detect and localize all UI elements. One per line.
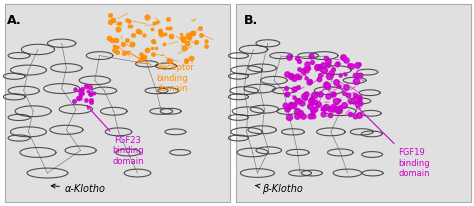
Text: A.: A. [7,14,22,27]
Text: Receptor
binding
domain: Receptor binding domain [127,51,194,93]
Bar [5,4,230,202]
Bar [236,4,471,202]
Text: FGF23
binding
domain: FGF23 binding domain [87,106,144,166]
Text: β-Klotho: β-Klotho [256,184,302,194]
Text: B.: B. [244,14,258,27]
Text: α-Klotho: α-Klotho [51,184,106,194]
Text: FGF19
binding
domain: FGF19 binding domain [356,106,430,178]
